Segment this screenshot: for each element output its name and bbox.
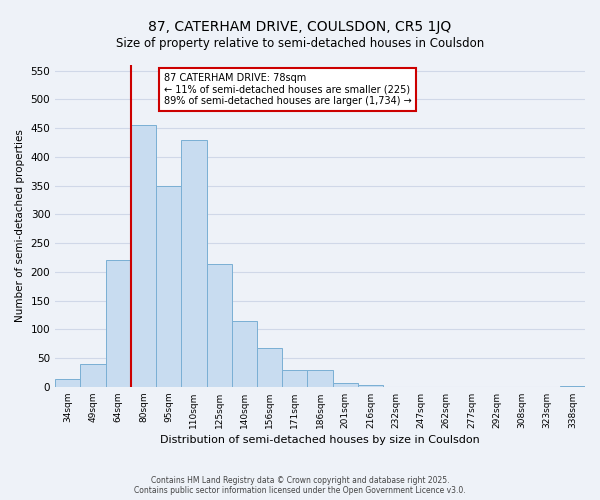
X-axis label: Distribution of semi-detached houses by size in Coulsdon: Distribution of semi-detached houses by … — [160, 435, 480, 445]
Bar — [106, 260, 131, 387]
Bar — [257, 348, 282, 387]
Bar — [560, 386, 585, 387]
Bar — [181, 140, 206, 387]
Text: 87, CATERHAM DRIVE, COULSDON, CR5 1JQ: 87, CATERHAM DRIVE, COULSDON, CR5 1JQ — [148, 20, 452, 34]
Bar — [232, 320, 257, 387]
Bar — [131, 126, 156, 387]
Bar — [206, 264, 232, 387]
Bar — [282, 370, 307, 387]
Bar — [307, 370, 332, 387]
Bar — [80, 364, 106, 387]
Bar — [156, 186, 181, 387]
Text: 87 CATERHAM DRIVE: 78sqm
← 11% of semi-detached houses are smaller (225)
89% of : 87 CATERHAM DRIVE: 78sqm ← 11% of semi-d… — [164, 72, 412, 106]
Bar — [55, 380, 80, 387]
Text: Contains HM Land Registry data © Crown copyright and database right 2025.
Contai: Contains HM Land Registry data © Crown c… — [134, 476, 466, 495]
Y-axis label: Number of semi-detached properties: Number of semi-detached properties — [15, 130, 25, 322]
Text: Size of property relative to semi-detached houses in Coulsdon: Size of property relative to semi-detach… — [116, 38, 484, 51]
Bar — [332, 383, 358, 387]
Bar — [358, 385, 383, 387]
